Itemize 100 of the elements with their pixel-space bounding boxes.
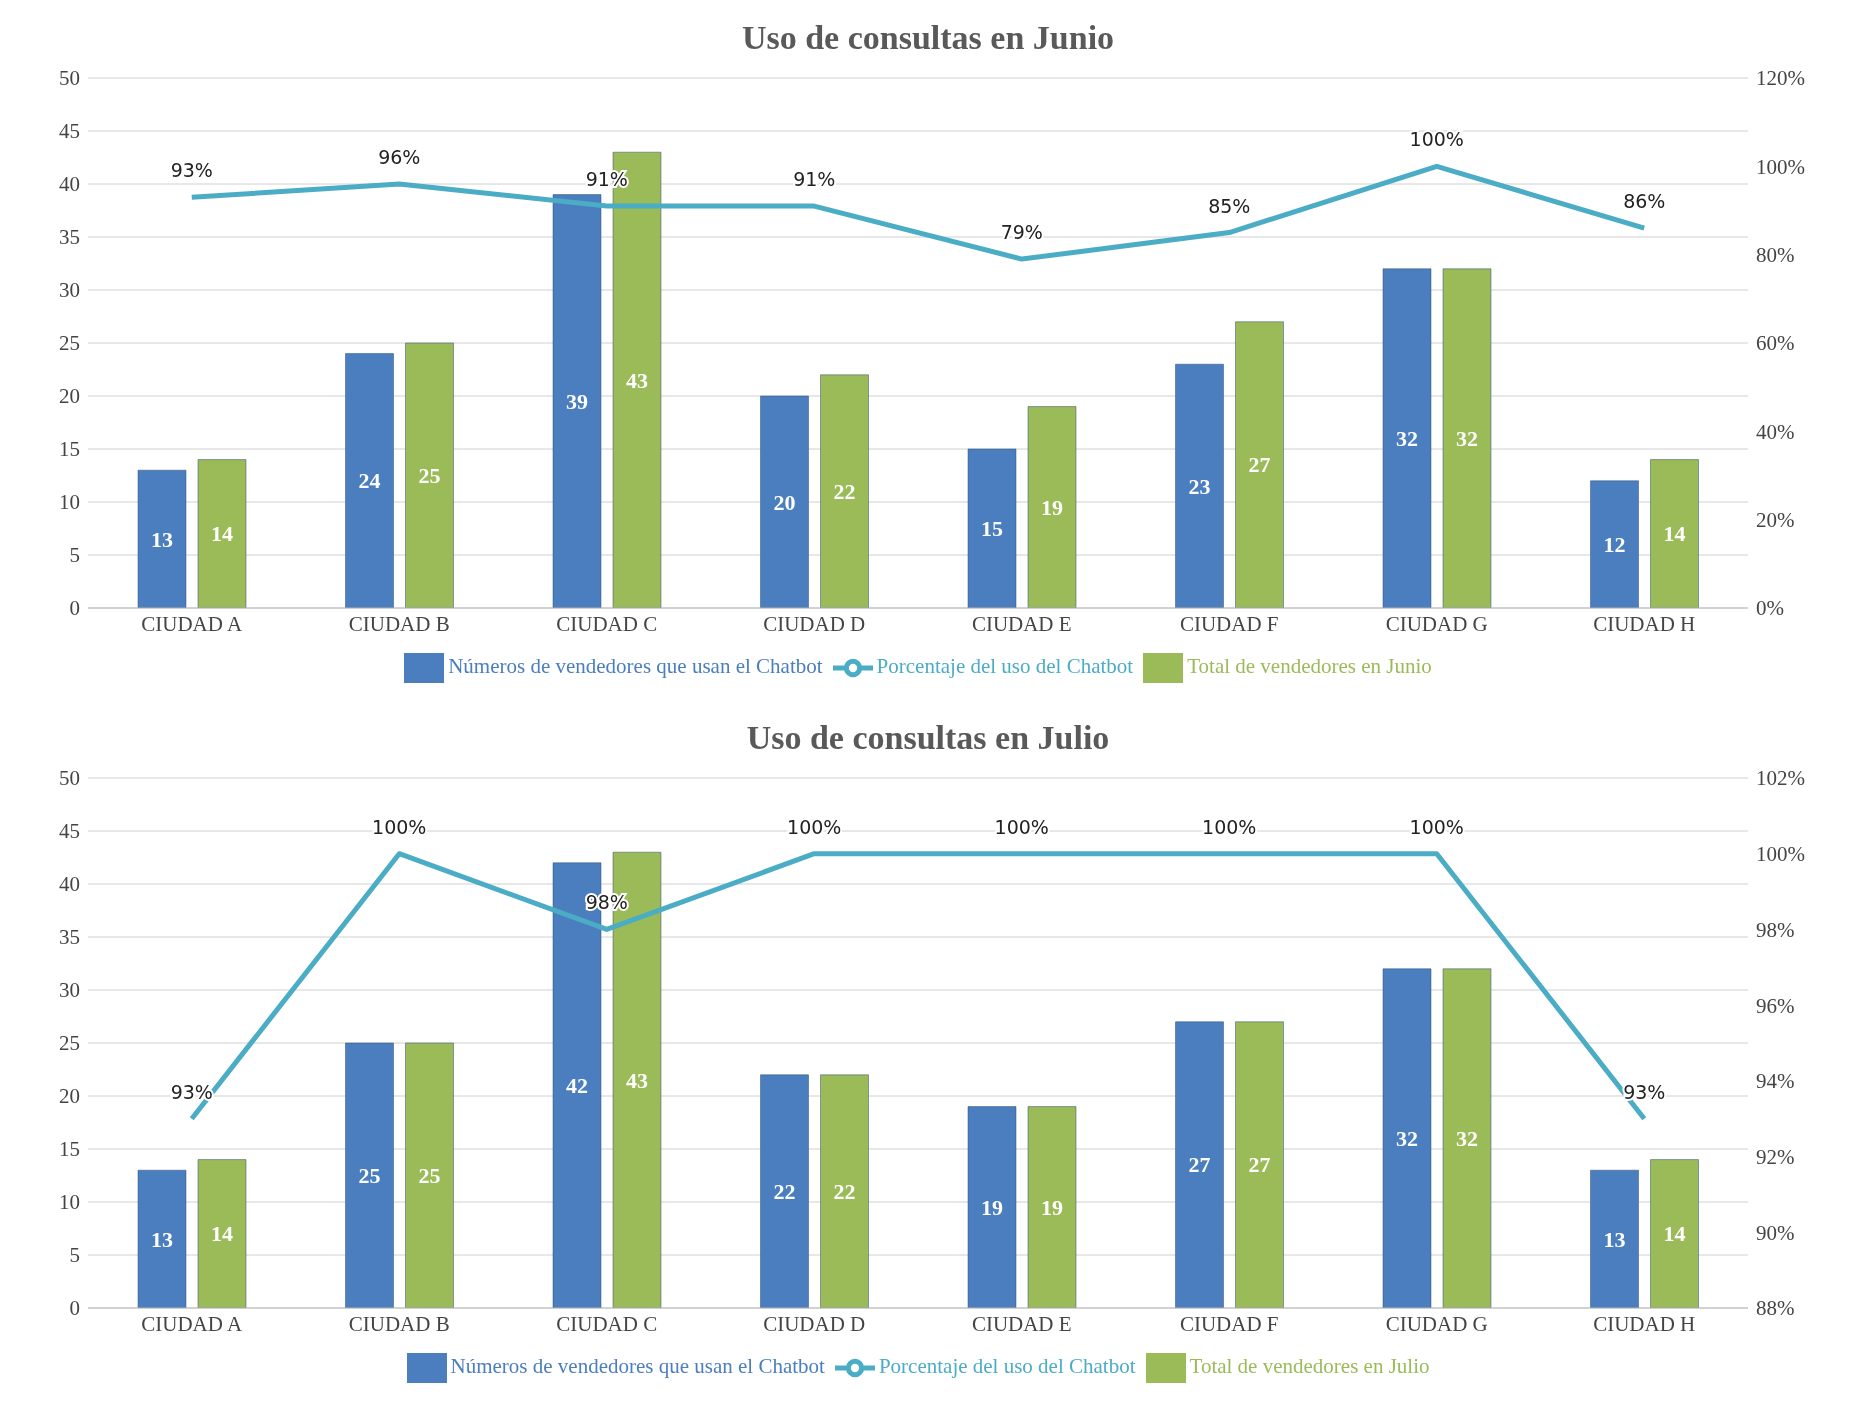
y2-tick-label: 98% [1756, 917, 1795, 942]
x-tick-label: CIUDAD A [141, 611, 244, 636]
y-tick-label: 25 [59, 331, 80, 356]
data-label: 32 [1456, 1125, 1478, 1151]
data-label: 100% [372, 815, 427, 838]
data-label: 22 [773, 1178, 796, 1204]
bar [197, 1159, 247, 1308]
bar [1382, 268, 1432, 608]
data-label: 14 [1663, 521, 1686, 547]
y2-tick-label: 60% [1756, 331, 1795, 356]
data-label: 19 [1041, 1194, 1063, 1220]
data-label: 19 [981, 1194, 1003, 1220]
x-tick-label: CIUDAD F [1179, 1311, 1279, 1336]
bar [1382, 968, 1432, 1308]
y2-tick-label: 92% [1756, 1145, 1795, 1170]
data-label: 25 [418, 1163, 441, 1188]
bar [967, 1106, 1017, 1308]
bar [1027, 406, 1077, 608]
bar [1590, 1169, 1639, 1308]
y-tick-label: 5 [69, 543, 80, 568]
y2-tick-label: 80% [1756, 243, 1795, 268]
x-tick-label: CIUDAD D [763, 611, 866, 636]
data-label: 100% [1202, 815, 1257, 838]
data-label: 15 [981, 516, 1003, 541]
bar [760, 1074, 809, 1308]
legend-label: Porcentaje del uso del Chatbot [878, 1353, 1136, 1378]
data-label: 100% [1409, 128, 1464, 151]
y-tick-label: 35 [59, 225, 80, 250]
bar [1235, 1021, 1284, 1308]
y-tick-label: 30 [59, 978, 80, 1003]
data-label: 22 [833, 1178, 856, 1204]
y-tick-label: 50 [59, 66, 80, 91]
bar [1235, 321, 1284, 608]
bar [137, 1169, 187, 1308]
y-tick-label: 5 [69, 1243, 80, 1268]
y-tick-label: 40 [59, 872, 80, 897]
data-label: 12 [1603, 531, 1626, 557]
y2-tick-label: 90% [1756, 1220, 1795, 1245]
data-label: 14 [211, 521, 233, 547]
data-label: 96% [378, 146, 421, 168]
data-label: 79% [1000, 221, 1043, 244]
data-label: 91% [793, 168, 836, 191]
data-label: 85% [1208, 194, 1251, 217]
x-tick-label: CIUDAD E [971, 1311, 1072, 1336]
bar [1650, 459, 1699, 608]
y-tick-label: 0 [69, 1296, 80, 1321]
data-label: 98% [585, 891, 628, 914]
data-label: 93% [1623, 1080, 1666, 1103]
x-tick-label: CIUDAD H [1593, 1311, 1696, 1336]
y2-tick-label: 100% [1756, 154, 1805, 179]
x-tick-label: CIUDAD B [348, 1311, 450, 1336]
data-label: 14 [1663, 1221, 1686, 1247]
bar [1590, 480, 1639, 608]
data-label: 39 [566, 388, 588, 414]
x-tick-label: CIUDAD E [971, 611, 1072, 636]
bar [760, 395, 809, 608]
data-label: 14 [211, 1221, 233, 1247]
data-label: 100% [787, 815, 842, 838]
data-label: 86% [1623, 190, 1666, 213]
bar [1442, 968, 1492, 1308]
x-tick-label: CIUDAD G [1385, 1311, 1488, 1336]
x-tick-label: CIUDAD A [141, 1311, 244, 1336]
y-tick-label: 10 [59, 1190, 80, 1215]
y2-tick-label: 102% [1756, 766, 1805, 791]
y-tick-label: 25 [59, 1031, 80, 1056]
data-label: 43 [626, 1067, 648, 1093]
chart-title: Uso de consultas en Julio [745, 718, 1111, 758]
x-tick-label: CIUDAD G [1385, 611, 1488, 636]
data-label: 13 [1603, 1226, 1626, 1252]
y2-tick-label: 0% [1756, 596, 1784, 621]
data-label: 32 [1396, 1125, 1418, 1151]
data-label: 42 [566, 1072, 588, 1098]
x-tick-label: CIUDAD D [763, 1311, 866, 1336]
y2-tick-label: 100% [1756, 842, 1805, 867]
y-tick-label: 0 [69, 596, 80, 621]
data-label: 43 [626, 367, 648, 393]
bar [1650, 1159, 1699, 1308]
bar [137, 469, 187, 608]
data-label: 24 [358, 468, 381, 494]
legend-label: Porcentaje del uso del Chatbot [876, 653, 1134, 678]
data-label: 32 [1396, 425, 1418, 451]
data-label: 27 [1188, 1152, 1211, 1178]
legend-label: Números de vendedores que usan el Chatbot [448, 653, 823, 678]
legend-label: Números de vendedores que usan el Chatbot [450, 1353, 825, 1378]
y-tick-label: 20 [59, 384, 80, 409]
data-label: 100% [1409, 815, 1464, 838]
y-tick-label: 15 [59, 1137, 80, 1162]
y-tick-label: 20 [59, 1084, 80, 1109]
bar [1175, 1021, 1224, 1308]
data-label: 13 [151, 1226, 173, 1252]
y2-tick-label: 40% [1756, 419, 1795, 444]
bar [345, 1042, 394, 1308]
bar [820, 1074, 869, 1308]
bar [197, 459, 247, 608]
y2-tick-label: 94% [1756, 1069, 1795, 1094]
data-label: 93% [170, 159, 213, 182]
bar [967, 448, 1017, 608]
data-label: 27 [1248, 452, 1271, 478]
data-label: 13 [151, 526, 173, 552]
y2-tick-label: 120% [1756, 66, 1805, 91]
